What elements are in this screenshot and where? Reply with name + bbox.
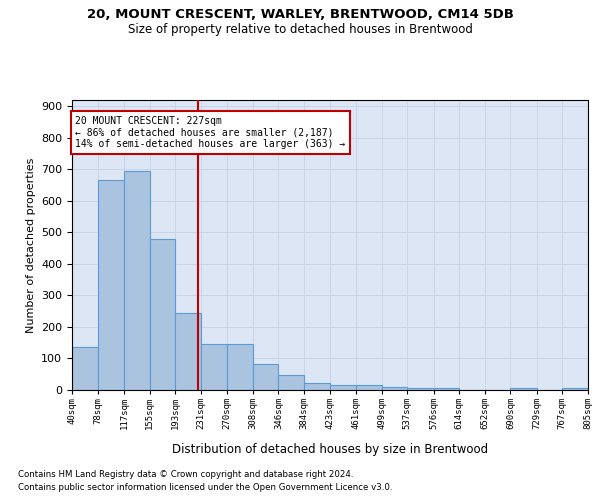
Bar bbox=[407, 388, 434, 390]
Bar bbox=[562, 388, 588, 390]
Text: Distribution of detached houses by size in Brentwood: Distribution of detached houses by size … bbox=[172, 442, 488, 456]
Text: 20, MOUNT CRESCENT, WARLEY, BRENTWOOD, CM14 5DB: 20, MOUNT CRESCENT, WARLEY, BRENTWOOD, C… bbox=[86, 8, 514, 20]
Text: Contains public sector information licensed under the Open Government Licence v3: Contains public sector information licen… bbox=[18, 482, 392, 492]
Bar bbox=[227, 344, 253, 390]
Bar bbox=[356, 384, 382, 390]
Bar bbox=[434, 388, 459, 390]
Bar bbox=[382, 387, 407, 390]
Bar bbox=[175, 313, 201, 390]
Bar bbox=[304, 383, 331, 390]
Bar bbox=[149, 238, 175, 390]
Y-axis label: Number of detached properties: Number of detached properties bbox=[26, 158, 35, 332]
Text: 20 MOUNT CRESCENT: 227sqm
← 86% of detached houses are smaller (2,187)
14% of se: 20 MOUNT CRESCENT: 227sqm ← 86% of detac… bbox=[76, 116, 346, 149]
Text: Contains HM Land Registry data © Crown copyright and database right 2024.: Contains HM Land Registry data © Crown c… bbox=[18, 470, 353, 479]
Bar bbox=[98, 180, 124, 390]
Bar bbox=[201, 344, 227, 390]
Bar bbox=[511, 388, 537, 390]
Bar bbox=[278, 375, 304, 390]
Text: Size of property relative to detached houses in Brentwood: Size of property relative to detached ho… bbox=[128, 22, 472, 36]
Bar bbox=[331, 384, 356, 390]
Bar bbox=[253, 364, 278, 390]
Bar bbox=[72, 348, 98, 390]
Bar bbox=[124, 171, 149, 390]
